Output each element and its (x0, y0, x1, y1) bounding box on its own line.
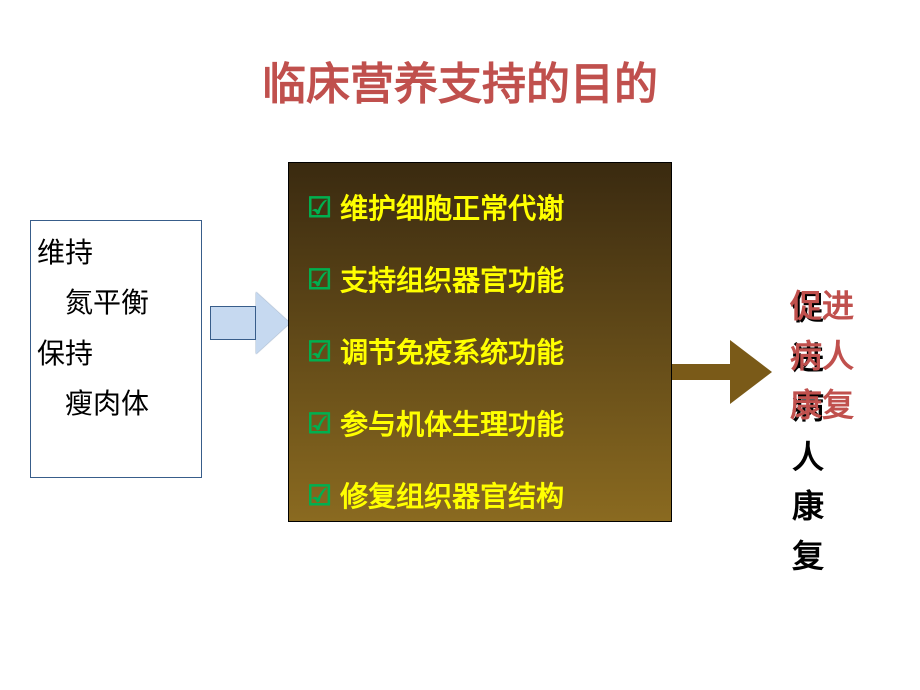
arrow-center-to-right-head (730, 340, 772, 404)
center-item-3: ☑ 参与机体生理功能 (307, 403, 653, 443)
center-item-text: 支持组织器官功能 (340, 259, 564, 299)
arrow-left-to-center-body (210, 306, 256, 340)
left-line-0: 维持 (37, 229, 195, 279)
page-title: 临床营养支持的目的 (0, 48, 920, 112)
left-line-3: 瘦肉体 (37, 380, 195, 430)
center-list: ☑ 维护细胞正常代谢 ☑ 支持组织器官功能 ☑ 调节免疫系统功能 ☑ 参与机体生… (307, 187, 653, 515)
check-icon: ☑ (307, 335, 332, 368)
right-line-2: 康复 (790, 381, 854, 431)
arrow-left-to-center-head (256, 292, 290, 354)
center-item-2: ☑ 调节免疫系统功能 (307, 331, 653, 371)
center-box: ☑ 维护细胞正常代谢 ☑ 支持组织器官功能 ☑ 调节免疫系统功能 ☑ 参与机体生… (288, 162, 672, 522)
check-icon: ☑ (307, 407, 332, 440)
check-icon: ☑ (307, 191, 332, 224)
center-item-text: 维护细胞正常代谢 (340, 187, 564, 227)
check-icon: ☑ (307, 479, 332, 512)
right-text: 促进 病人 康复 促进 病人 康复 (790, 282, 854, 431)
center-item-text: 参与机体生理功能 (340, 403, 564, 443)
right-line-shadow-2: 康复 (792, 482, 854, 581)
right-text-front: 促进 病人 康复 (790, 282, 854, 431)
left-line-1: 氮平衡 (37, 279, 195, 329)
check-icon: ☑ (307, 263, 332, 296)
center-item-text: 调节免疫系统功能 (340, 331, 564, 371)
center-item-1: ☑ 支持组织器官功能 (307, 259, 653, 299)
center-item-0: ☑ 维护细胞正常代谢 (307, 187, 653, 227)
right-line-1: 病人 (790, 332, 854, 382)
left-line-2: 保持 (37, 330, 195, 380)
page-title-text: 临床营养支持的目的 (262, 60, 658, 109)
center-item-4: ☑ 修复组织器官结构 (307, 475, 653, 515)
right-line-0: 促进 (790, 282, 854, 332)
center-item-text: 修复组织器官结构 (340, 475, 564, 515)
arrow-center-to-right-body (672, 364, 730, 380)
left-box: 维持 氮平衡 保持 瘦肉体 (30, 220, 202, 478)
